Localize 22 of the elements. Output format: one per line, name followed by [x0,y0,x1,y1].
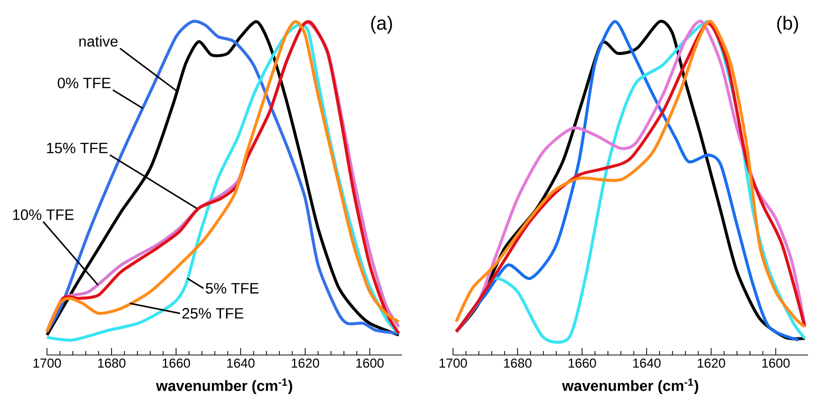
annotation: 10% TFE [13,209,74,220]
chart-title: (b) [777,16,798,34]
annotation: 15% TFE [47,142,108,154]
annotation: 25% TFE [182,308,244,319]
annotation: 0% TFE [58,78,110,88]
x-axis-title: wavenumber (cm$^{-1}$) [562,378,698,394]
x-tick-label: 1620 [698,358,726,368]
x-tick-label: 1700 [34,358,61,368]
x-tick-label: 1640 [633,358,661,368]
x-tick-label: 1620 [292,358,320,368]
chart-title: (a) [371,16,392,34]
annotation: 5% TFE [206,283,259,294]
x-tick-label: 1640 [227,358,255,368]
annotation: native [79,36,118,47]
x-tick-label: 1660 [162,358,190,368]
x-tick-label: 1600 [762,358,790,368]
x-tick-label: 1600 [356,358,384,368]
x-axis-title: wavenumber (cm$^{-1}$) [156,378,292,394]
x-tick-label: 1680 [98,358,126,368]
x-tick-label: 1680 [504,358,532,368]
x-tick-label: 1700 [440,358,467,368]
x-tick-label: 1660 [568,358,596,368]
